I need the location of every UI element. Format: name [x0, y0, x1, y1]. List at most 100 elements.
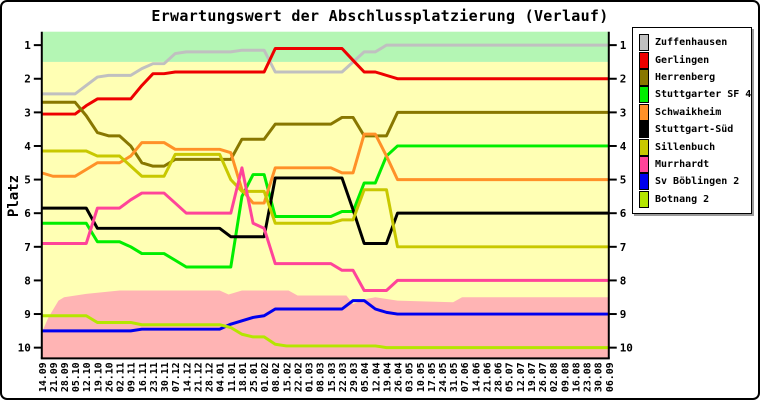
- x-tick-label: 12.07: [516, 362, 527, 392]
- y-tick-label-right: 9: [620, 308, 627, 321]
- x-tick-label: 15.02: [282, 362, 293, 392]
- x-tick-label: 08.03: [316, 362, 327, 392]
- x-tick-label: 26.04: [393, 362, 404, 392]
- legend-swatch-icon: [639, 103, 649, 121]
- legend-label: Sillenbuch: [655, 141, 716, 153]
- series-line-stuttgart-s-d: [41, 176, 609, 245]
- legend-label: Murrhardt: [655, 158, 710, 170]
- legend-swatch-icon: [639, 34, 649, 52]
- legend-swatch-icon: [639, 86, 649, 104]
- x-tick-label: 28.06: [494, 362, 505, 392]
- legend-swatch-icon: [639, 173, 649, 191]
- x-tick-label: 07.06: [460, 362, 471, 392]
- y-tick-label-right: 2: [620, 73, 627, 86]
- legend-label: Botnang 2: [655, 193, 710, 205]
- series-line-murrhardt: [41, 166, 609, 292]
- x-tick-label: 23.08: [582, 362, 593, 392]
- legend-label: Sv Böblingen 2: [655, 176, 740, 188]
- y-tick-label-right: 3: [620, 106, 627, 119]
- legend-item: Gerlingen: [639, 51, 749, 69]
- series-line-sillenbuch: [41, 149, 609, 249]
- x-tick-label: 08.02: [271, 362, 282, 392]
- legend-item: Murrhardt: [639, 155, 749, 173]
- legend-swatch-icon: [639, 51, 649, 69]
- y-tick-label-left: 9: [24, 308, 31, 321]
- chart-title: Erwartungswert der Abschlussplatzierung …: [151, 7, 609, 25]
- y-tick-label-right: 4: [620, 140, 627, 153]
- y-tick-label-left: 8: [24, 274, 31, 287]
- series-line-botnang-2: [41, 314, 609, 350]
- y-tick-label-right: 6: [620, 207, 627, 220]
- x-tick-label: 01.02: [260, 362, 271, 392]
- legend-label: Schwaikheim: [655, 106, 722, 118]
- y-tick-label-right: 10: [620, 342, 633, 355]
- x-tick-label: 29.03: [349, 362, 360, 392]
- x-tick-label: 07.12: [171, 362, 182, 392]
- x-tick-label: 19.10: [93, 362, 104, 392]
- y-tick-label-left: 6: [24, 207, 31, 220]
- y-tick-label-right: 7: [620, 241, 627, 254]
- legend-item: Schwaikheim: [639, 103, 749, 121]
- y-tick-label-left: 10: [18, 342, 31, 355]
- x-tick-label: 05.07: [505, 362, 516, 392]
- x-tick-label: 24.05: [438, 362, 449, 392]
- x-tick-label: 22.03: [338, 362, 349, 392]
- relegation-zone: [41, 290, 609, 359]
- x-tick-label: 26.10: [104, 362, 115, 392]
- x-tick-label: 05.10: [71, 362, 82, 392]
- legend-box: Zuffenhausen Gerlingen Herrenberg Stuttgart…: [632, 27, 752, 214]
- x-tick-label: 09.11: [127, 362, 138, 392]
- y-tick-label-left: 7: [24, 241, 31, 254]
- x-tick-label: 05.04: [360, 362, 371, 392]
- x-tick-label: 15.03: [327, 362, 338, 392]
- x-tick-label: 25.01: [249, 362, 260, 392]
- x-tick-label: 30.11: [160, 362, 171, 392]
- x-tick-label: 12.04: [371, 362, 382, 392]
- x-tick-label: 14.09: [38, 362, 49, 392]
- x-tick-label: 21.12: [193, 362, 204, 392]
- y-tick-label-left: 4: [24, 140, 31, 153]
- x-tick-label: 22.02: [293, 362, 304, 392]
- x-tick-label: 12.10: [82, 362, 93, 392]
- legend-item: Zuffenhausen: [639, 34, 749, 52]
- legend-swatch-icon: [639, 68, 649, 86]
- legend-label: Stuttgart-Süd: [655, 124, 734, 136]
- x-tick-label: 16.11: [138, 362, 149, 392]
- series-line-schwaikheim: [41, 132, 609, 205]
- legend-swatch-icon: [639, 138, 649, 156]
- series-line-zuffenhausen: [41, 43, 609, 96]
- x-tick-label: 03.05: [405, 362, 416, 392]
- series-line-herrenberg: [41, 100, 609, 168]
- legend-label: Zuffenhausen: [655, 37, 728, 49]
- x-tick-label: 26.07: [538, 362, 549, 392]
- legend-label: Herrenberg: [655, 71, 716, 83]
- legend-item: Sillenbuch: [639, 138, 749, 156]
- x-tick-label: 04.01: [216, 362, 227, 392]
- x-tick-label: 23.11: [149, 362, 160, 392]
- x-tick-label: 02.08: [549, 362, 560, 392]
- promotion-zone: [41, 31, 609, 62]
- x-tick-label: 02.11: [116, 362, 127, 392]
- legend-item: Stuttgarter SF 4: [639, 86, 752, 104]
- x-tick-label: 18.01: [238, 362, 249, 392]
- x-tick-label: 31.05: [449, 362, 460, 392]
- x-tick-label: 21.09: [49, 362, 60, 392]
- series-line-gerlingen: [41, 47, 609, 116]
- y-tick-label-left: 1: [24, 39, 31, 52]
- x-tick-label: 30.08: [594, 362, 605, 392]
- legend-item: Sv Böblingen 2: [639, 173, 749, 191]
- y-tick-label-right: 1: [620, 39, 627, 52]
- legend-swatch-icon: [639, 155, 649, 173]
- y-tick-label-left: 2: [24, 73, 31, 86]
- x-tick-label: 01.03: [305, 362, 316, 392]
- x-tick-label: 09.08: [560, 362, 571, 392]
- legend-label: Stuttgarter SF 4: [655, 89, 752, 101]
- y-tick-label-left: 3: [24, 106, 31, 119]
- legend-item: Botnang 2: [639, 190, 749, 208]
- x-tick-label: 11.01: [227, 362, 238, 392]
- legend-swatch-icon: [639, 190, 649, 208]
- x-tick-label: 17.05: [427, 362, 438, 392]
- x-tick-label: 16.08: [571, 362, 582, 392]
